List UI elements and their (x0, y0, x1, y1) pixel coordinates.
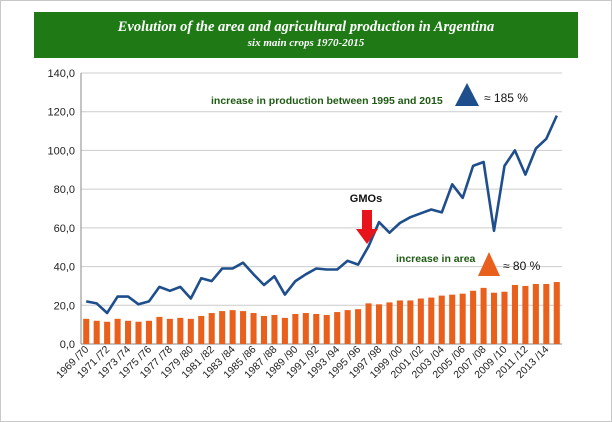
area-bar (365, 303, 372, 344)
area-triangle-icon (478, 252, 500, 276)
area-bar (114, 318, 121, 344)
area-increase-label: increase in area (396, 253, 476, 265)
area-bar (271, 314, 278, 344)
chart-title: Evolution of the area and agricultural p… (117, 19, 495, 35)
gmo-label: GMOs (350, 193, 382, 205)
area-bar (459, 293, 466, 344)
area-bar (491, 292, 498, 344)
area-bar (428, 297, 435, 344)
y-tick-label: 100,0 (47, 145, 75, 157)
area-bar (323, 314, 330, 344)
y-tick-label: 40,0 (54, 262, 75, 274)
y-tick-label: 0,0 (60, 339, 75, 351)
chart-title-box: Evolution of the area and agricultural p… (34, 12, 578, 58)
production-line (85, 115, 558, 315)
area-bar (480, 287, 487, 344)
area-bar (156, 316, 163, 344)
area-bar (125, 320, 132, 344)
area-bar (240, 311, 247, 344)
area-bar (417, 298, 424, 344)
area-bar (135, 321, 142, 344)
area-bar (344, 310, 351, 344)
area-bar (229, 310, 236, 344)
area-bar (166, 318, 173, 344)
y-tick-label: 140,0 (47, 68, 75, 80)
area-bar (260, 315, 268, 344)
y-tick-label: 20,0 (54, 300, 75, 312)
area-bar (355, 309, 362, 344)
area-bar (208, 313, 215, 344)
area-bar (470, 290, 477, 344)
area-bar (334, 312, 341, 344)
area-bar (438, 295, 445, 344)
area-bar (532, 283, 539, 344)
area-bar (449, 294, 456, 344)
area-bar (543, 283, 550, 344)
area-bar (281, 317, 288, 344)
area-increase-value: ≈ 80 % (503, 259, 541, 273)
area-bar (407, 300, 414, 344)
chart-subtitle: six main crops 1970-2015 (247, 37, 365, 49)
production-triangle-icon (455, 83, 479, 106)
production-increase-label: increase in production between 1995 and … (211, 95, 443, 107)
gmo-arrow-icon (356, 210, 378, 244)
area-bar (177, 317, 184, 344)
area-bar (198, 315, 205, 344)
production-increase-value: ≈ 185 % (484, 91, 528, 105)
area-bar (219, 311, 226, 344)
area-bar (292, 313, 299, 344)
area-bar (313, 313, 320, 344)
area-bar (501, 291, 508, 344)
area-bar (145, 320, 152, 344)
area-bar (375, 304, 383, 344)
area-bar (250, 313, 257, 344)
area-bar (302, 313, 309, 344)
area-bar (187, 318, 194, 344)
y-tick-label: 60,0 (54, 223, 75, 235)
area-bar (83, 318, 90, 344)
area-bar (553, 282, 560, 344)
area-bar (93, 320, 100, 344)
area-bar (386, 302, 393, 344)
y-tick-label: 80,0 (54, 184, 75, 196)
area-bar (522, 285, 529, 344)
y-tick-label: 120,0 (47, 107, 75, 119)
area-bar (104, 321, 111, 344)
area-bar (511, 284, 518, 344)
area-bar (396, 300, 403, 344)
